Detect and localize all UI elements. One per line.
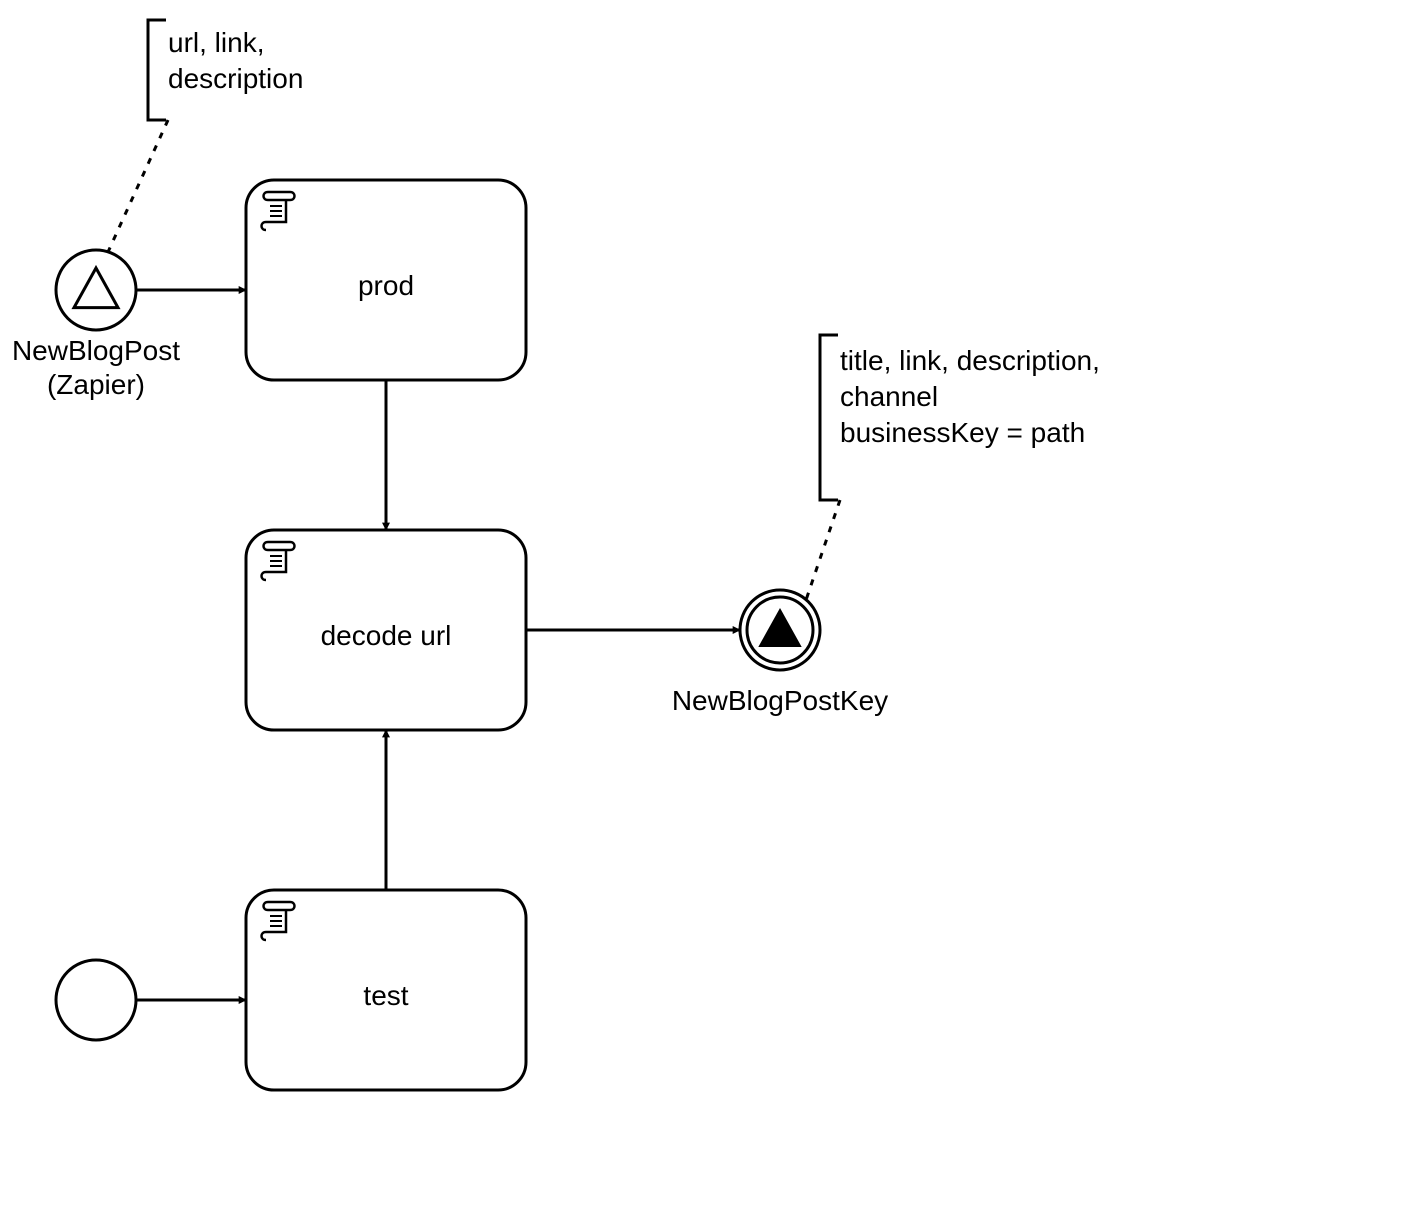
annotation-output-line2: channel (840, 381, 938, 412)
start-event-test-circle (56, 960, 136, 1040)
end-event-newblogpostkey: NewBlogPostKey (672, 590, 888, 716)
task-decode-label: decode url (321, 620, 452, 651)
start-event-newblogpost: NewBlogPost (Zapier) (12, 250, 180, 400)
start-event-label-line2: (Zapier) (47, 369, 145, 400)
start-event-label-line1: NewBlogPost (12, 335, 180, 366)
annotation-input-line2: description (168, 63, 303, 94)
annotation-output: title, link, description, channel busine… (820, 335, 1100, 500)
task-decode: decode url (246, 530, 526, 730)
task-test-label: test (363, 980, 408, 1011)
annotation-output-line1: title, link, description, (840, 345, 1100, 376)
annotation-input-bracket (148, 20, 166, 120)
annotation-output-line3: businessKey = path (840, 417, 1085, 448)
annotation-input-connector (108, 120, 168, 252)
annotation-output-bracket (820, 335, 838, 500)
task-prod-label: prod (358, 270, 414, 301)
annotation-input: url, link, description (148, 20, 303, 120)
start-event-test (56, 960, 136, 1040)
task-prod: prod (246, 180, 526, 380)
annotation-output-connector (806, 500, 840, 600)
task-test: test (246, 890, 526, 1090)
end-event-label: NewBlogPostKey (672, 685, 888, 716)
annotation-input-line1: url, link, (168, 27, 264, 58)
